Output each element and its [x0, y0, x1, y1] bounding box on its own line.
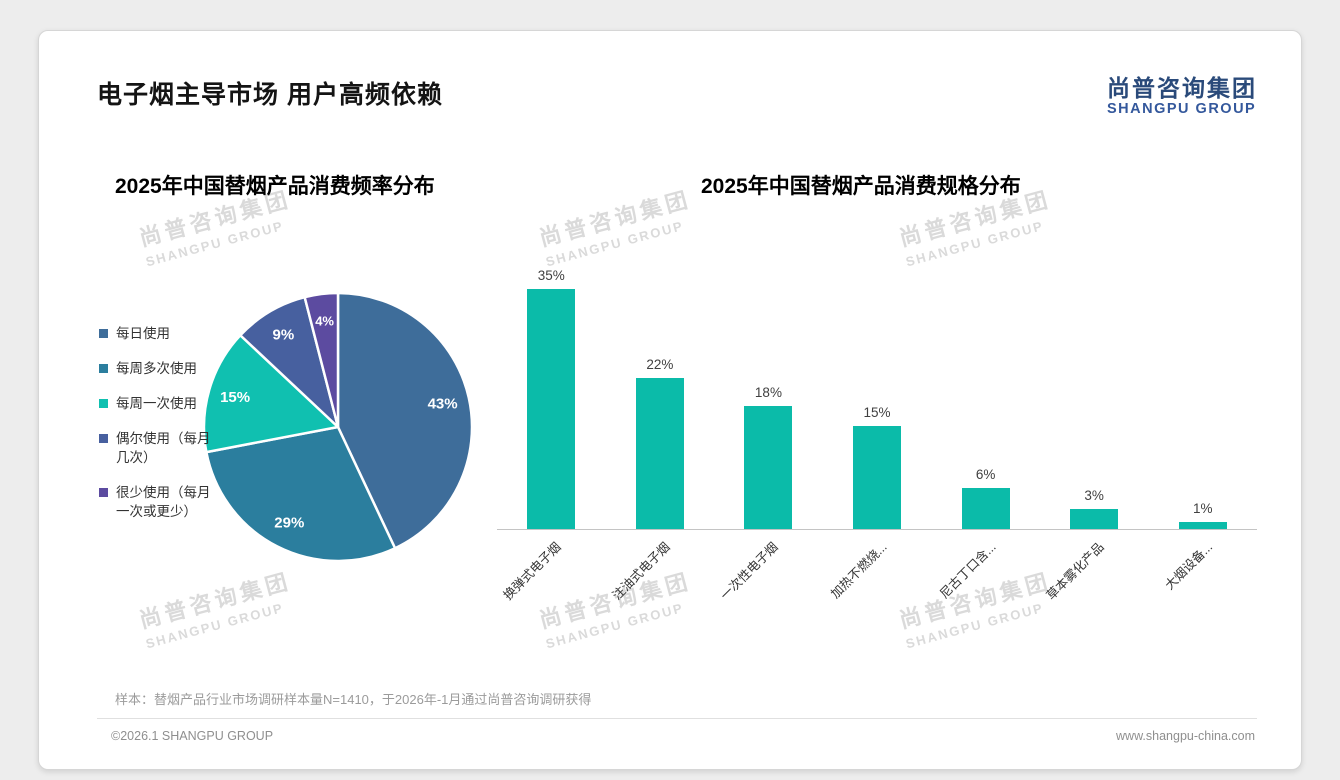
- legend-swatch: [99, 488, 108, 498]
- bar-column: 1% 大烟设备...: [1148, 501, 1257, 593]
- bar-value-label: 18%: [754, 384, 782, 400]
- pie-slice-0: [336, 291, 474, 550]
- company-logo: 尚普咨询集团 SHANGPU GROUP: [1107, 75, 1257, 118]
- bar-chart-section: 2025年中国替烟产品消费规格分布 35% 换弹式电子烟 22% 注油式电子烟 18% 一…: [497, 174, 1257, 603]
- bar: [635, 378, 684, 530]
- footer-bottom-bar: ©2026.1 SHANGPU GROUP www.shangpu-china.…: [97, 719, 1257, 743]
- header: 电子烟主导市场 用户高频依赖 尚普咨询集团 SHANGPU GROUP: [97, 75, 1257, 118]
- legend-label: 很少使用（每月一次或更少）: [116, 485, 211, 520]
- footer-divider: [97, 718, 1257, 719]
- pie-slice-4: [303, 291, 340, 429]
- slide-card: 尚普咨询集团 SHANGPU GROUP 尚普咨询集团 SHANGPU GROUP 尚普…: [38, 30, 1302, 770]
- bar-column: 18% 一次性电子烟: [714, 384, 823, 603]
- page-title: 电子烟主导市场 用户高频依赖: [97, 81, 443, 109]
- bar-category-label: 大烟设备...: [1162, 539, 1216, 593]
- logo-cn-text: 尚普咨询集团: [1107, 75, 1257, 101]
- copyright-text: ©2026.1 SHANGPU GROUP: [111, 729, 274, 743]
- bar: [961, 488, 1010, 530]
- legend-item: 偶尔使用（每月几次）: [99, 429, 216, 467]
- footer: 样本：替烟产品行业市场调研样本量N=1410，于2026年-1月通过尚普咨询调研…: [97, 689, 1257, 743]
- legend-swatch: [99, 364, 108, 374]
- legend-item: 每周多次使用: [99, 359, 216, 378]
- bar-category-label: 一次性电子烟: [718, 539, 782, 603]
- pie-data-label: 43%: [428, 396, 458, 413]
- bar: [1070, 508, 1119, 530]
- bar-value-label: 1%: [1193, 501, 1213, 517]
- pie-data-label: 29%: [274, 515, 304, 532]
- legend-item: 很少使用（每月一次或更少）: [99, 483, 216, 521]
- charts-area: 2025年中国替烟产品消费频率分布 每日使用每周多次使用 每周一次使用偶尔使用（每…: [97, 174, 1257, 603]
- bar-column: 3% 草本雾化产品: [1040, 487, 1149, 603]
- bar-category-label: 尼古丁口含...: [936, 539, 999, 602]
- sample-note: 样本：替烟产品行业市场调研样本量N=1410，于2026年-1月通过尚普咨询调研…: [115, 692, 592, 707]
- legend-label: 每周多次使用: [116, 361, 197, 377]
- pie-data-label: 15%: [220, 389, 250, 406]
- bar-column: 35% 换弹式电子烟: [497, 268, 606, 603]
- legend-swatch: [99, 434, 108, 444]
- pie-legend: 每日使用每周多次使用 每周一次使用偶尔使用（每月几次） 很少使用（每月一次或更少）: [99, 324, 216, 537]
- legend-label: 偶尔使用（每月几次）: [116, 431, 211, 466]
- bar-value-label: 15%: [863, 405, 891, 421]
- bar-column: 6% 尼古丁口含...: [931, 467, 1040, 601]
- bar-category-label: 加热不燃烧...: [828, 539, 890, 602]
- legend-label: 每周一次使用: [116, 396, 197, 412]
- pie-chart-title: 2025年中国替烟产品消费频率分布: [115, 175, 435, 199]
- bar-column: 15% 加热不燃烧...: [823, 405, 932, 601]
- pie-chart: 每日使用 每周多次使用 每周一次使用 偶尔使用（每月几次） 很少使用（每月一次或更少） …: [97, 200, 497, 600]
- bar-category-label: 草本雾化产品: [1043, 539, 1107, 603]
- bar: [1178, 522, 1227, 530]
- pie-chart-section: 2025年中国替烟产品消费频率分布 每日使用每周多次使用 每周一次使用偶尔使用（每…: [97, 174, 497, 600]
- website-link[interactable]: www.shangpu-china.com: [1116, 729, 1255, 743]
- bar-chart-title: 2025年中国替烟产品消费规格分布: [701, 175, 1021, 199]
- legend-swatch: [99, 329, 108, 339]
- legend-item: 每周一次使用: [99, 394, 216, 413]
- bar: [527, 289, 576, 530]
- pie-slice-1: [205, 425, 397, 563]
- bar-value-label: 35%: [537, 268, 565, 284]
- bar-value-label: 22%: [646, 357, 674, 373]
- pie-svg: 43% 29% 15% 9% 4%: [202, 291, 474, 563]
- pie-data-label: 4%: [315, 314, 334, 329]
- bar-value-label: 3%: [1084, 487, 1104, 503]
- slide-content: 电子烟主导市场 用户高频依赖 尚普咨询集团 SHANGPU GROUP 2025…: [39, 31, 1301, 769]
- bar-value-label: 6%: [975, 467, 996, 483]
- pie-slice-2: [202, 334, 340, 454]
- bar: [744, 405, 793, 530]
- bar: [853, 426, 902, 530]
- logo-en-text: SHANGPU GROUP: [1107, 101, 1257, 118]
- pie-data-label: 9%: [273, 327, 295, 344]
- bar-category-label: 换弹式电子烟: [501, 539, 565, 603]
- legend-label: 每日使用: [116, 326, 170, 342]
- legend-item: 每日使用: [99, 324, 216, 343]
- bar-column: 22% 注油式电子烟: [606, 357, 715, 603]
- legend-swatch: [99, 399, 108, 409]
- bar-category-label: 注油式电子烟: [609, 539, 673, 603]
- bar-chart: 35% 换弹式电子烟 22% 注油式电子烟 18% 一次性电子烟 15% 加热不燃烧... 6%…: [497, 204, 1257, 603]
